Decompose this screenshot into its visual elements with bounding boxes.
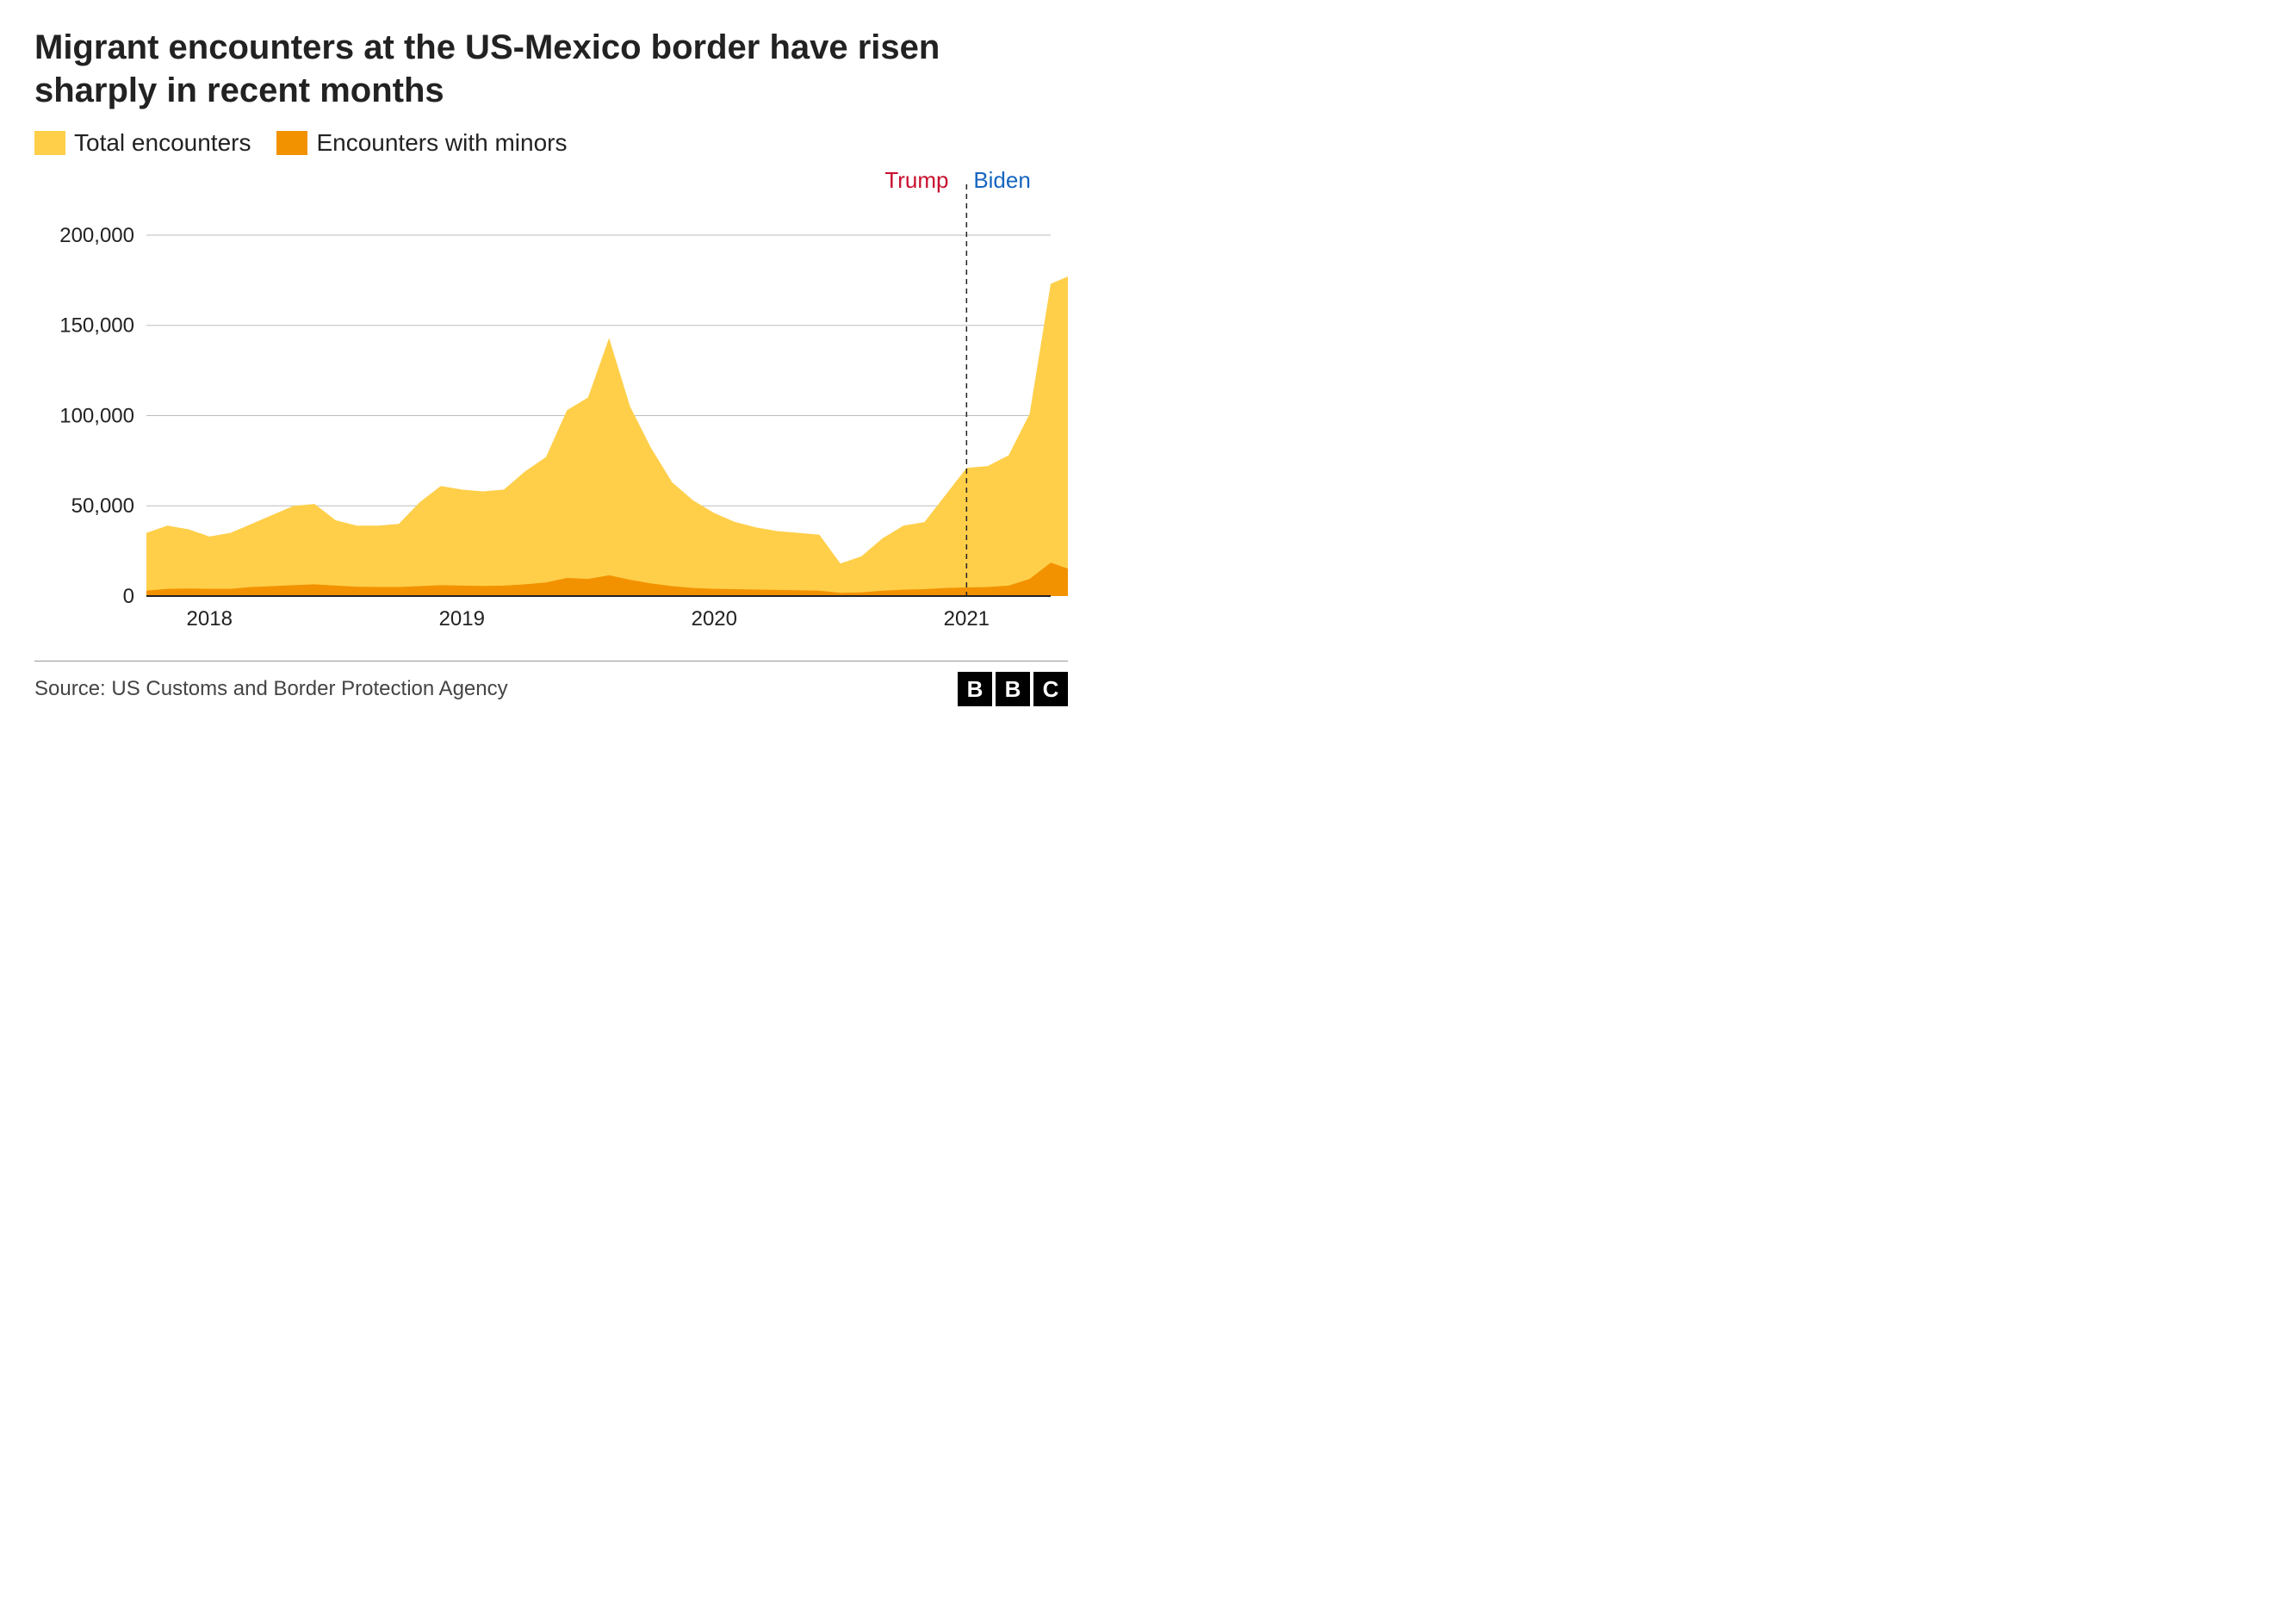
bbc-logo-b1: B xyxy=(958,672,992,706)
annotation-trump: Trump xyxy=(884,167,948,194)
chart-container: Trump Biden 0 50,000 100,000 150,000 200,000… xyxy=(34,165,1068,652)
svg-text:2021: 2021 xyxy=(944,607,990,630)
legend-swatch-minors xyxy=(276,131,307,155)
bbc-logo-c: C xyxy=(1033,672,1068,706)
annotation-biden: Biden xyxy=(973,167,1031,194)
svg-text:0: 0 xyxy=(123,585,134,608)
svg-text:50,000: 50,000 xyxy=(71,494,134,518)
legend-label-minors: Encounters with minors xyxy=(316,129,567,157)
svg-text:2020: 2020 xyxy=(692,607,737,630)
footer: Source: US Customs and Border Protection… xyxy=(34,661,1068,706)
area-chart: 0 50,000 100,000 150,000 200,000 2018 2019 2020… xyxy=(34,165,1068,648)
legend: Total encounters Encounters with minors xyxy=(34,129,1068,157)
legend-item-total: Total encounters xyxy=(34,129,251,157)
svg-text:150,000: 150,000 xyxy=(59,314,134,338)
bbc-logo-b2: B xyxy=(996,672,1030,706)
legend-item-minors: Encounters with minors xyxy=(276,129,567,157)
svg-text:200,000: 200,000 xyxy=(59,224,134,247)
bbc-logo: B B C xyxy=(958,672,1068,706)
legend-label-total: Total encounters xyxy=(74,129,251,157)
svg-text:2018: 2018 xyxy=(187,607,233,630)
legend-swatch-total xyxy=(34,131,65,155)
chart-title: Migrant encounters at the US-Mexico bord… xyxy=(34,26,1068,112)
svg-text:100,000: 100,000 xyxy=(59,404,134,427)
svg-text:2019: 2019 xyxy=(439,607,485,630)
source-text: Source: US Customs and Border Protection… xyxy=(34,677,508,701)
